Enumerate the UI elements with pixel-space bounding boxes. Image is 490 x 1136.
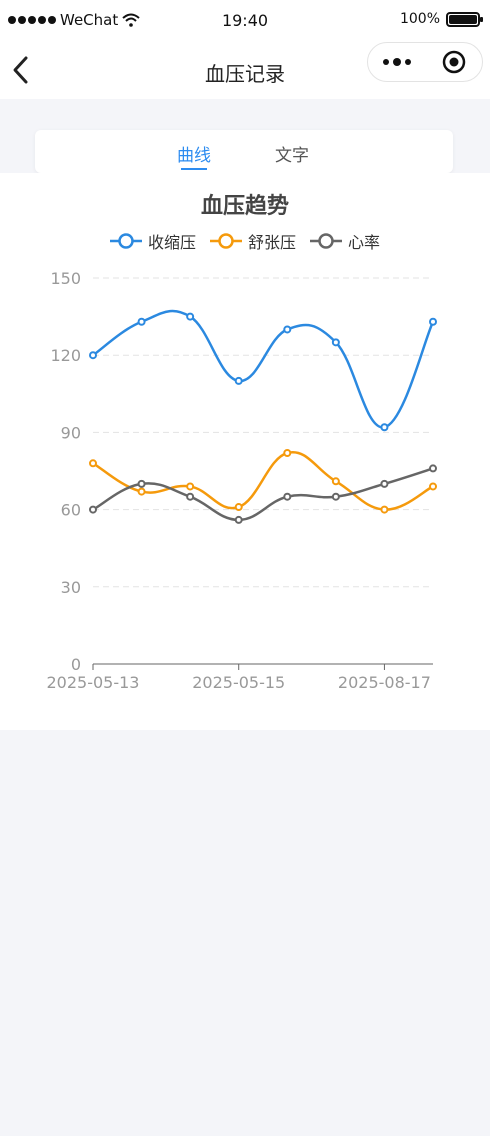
data-point-systolic <box>234 376 243 385</box>
data-point-heart-rate <box>331 492 340 501</box>
data-point-systolic <box>283 325 292 334</box>
data-point-heart-rate <box>186 492 195 501</box>
tab-curve[interactable]: 曲线 <box>177 146 211 166</box>
status-time: 19:40 <box>221 11 269 30</box>
more-dot-icon <box>382 59 389 65</box>
legend-label: 心率 <box>348 233 381 252</box>
carrier-name: WeChat <box>60 11 119 29</box>
data-point-systolic <box>331 338 340 347</box>
y-tick-label: 150 <box>50 269 81 288</box>
data-point-heart-rate <box>137 479 146 488</box>
data-point-diastolic <box>283 448 292 457</box>
battery-icon <box>446 11 483 27</box>
y-tick-label: 0 <box>71 655 81 674</box>
back-button[interactable] <box>8 54 36 86</box>
legend-item-systolic[interactable]: 收缩压 <box>109 229 196 253</box>
data-point-diastolic <box>331 477 340 486</box>
data-point-diastolic <box>89 459 97 468</box>
data-point-systolic <box>380 423 389 432</box>
carrier-info: WeChat <box>8 11 140 29</box>
page-title: 血压记录 <box>205 62 285 86</box>
legend-label: 收缩压 <box>147 233 196 252</box>
active-tab-indicator <box>181 168 207 170</box>
data-point-systolic <box>186 312 195 321</box>
data-point-systolic <box>429 317 437 326</box>
data-point-heart-rate <box>380 479 389 488</box>
data-point-systolic <box>89 351 97 360</box>
data-point-heart-rate <box>429 464 437 473</box>
chart-title: 血压趋势 <box>200 194 289 219</box>
data-point-heart-rate <box>89 505 97 514</box>
chevron-left-icon <box>13 56 28 84</box>
x-tick-label: 2025-05-13 <box>47 673 140 692</box>
x-tick-label: 2025-05-15 <box>192 673 285 692</box>
line-chart: 0 30 60 90 120 150 2025-05-13 2025-05-15 2025-08… <box>47 269 437 692</box>
tab-text[interactable]: 文字 <box>275 146 309 166</box>
legend-marker-icon <box>310 233 342 249</box>
signal-icon <box>8 16 56 24</box>
battery-info: 100% <box>399 11 483 27</box>
battery-percent: 100% <box>399 11 440 27</box>
legend-marker-icon <box>209 233 242 249</box>
more-dot-icon <box>392 58 401 66</box>
close-mini-program-button[interactable] <box>425 43 482 81</box>
y-tick-label: 30 <box>61 578 81 597</box>
y-tick-label: 60 <box>61 501 81 520</box>
nav-bar: 血压记录 <box>0 42 490 99</box>
target-icon <box>442 50 465 74</box>
legend-label: 舒张压 <box>247 233 296 252</box>
legend-item-heart-rate[interactable]: 心率 <box>310 229 380 253</box>
legend-marker-icon <box>109 233 142 249</box>
series-line-diastolic <box>92 450 434 511</box>
data-point-diastolic <box>186 482 195 491</box>
data-point-diastolic <box>137 487 146 496</box>
data-point-diastolic <box>429 482 437 491</box>
chart-panel: 血压趋势 收缩压 舒张压 心率 0 30 60 90 120 150 2025-05-13 2… <box>0 173 490 730</box>
data-point-heart-rate <box>234 515 243 524</box>
data-point-diastolic <box>234 503 243 512</box>
data-point-heart-rate <box>283 492 292 501</box>
more-button[interactable] <box>368 43 425 81</box>
y-tick-label: 90 <box>61 423 81 442</box>
wifi-icon <box>122 13 140 27</box>
data-point-systolic <box>137 317 146 326</box>
data-point-diastolic <box>380 505 389 514</box>
more-dot-icon <box>404 59 411 65</box>
chart-legend: 收缩压 舒张压 心率 <box>0 229 490 253</box>
series-line-systolic <box>92 309 435 429</box>
series-line-heart-rate <box>92 467 434 522</box>
status-bar: WeChat 19:40 100% <box>0 0 490 42</box>
view-tabs: 曲线 文字 <box>35 130 453 173</box>
legend-item-diastolic[interactable]: 舒张压 <box>209 229 296 253</box>
mini-program-capsule <box>367 42 483 82</box>
y-tick-label: 120 <box>50 346 81 365</box>
x-tick-label: 2025-08-17 <box>338 673 431 692</box>
